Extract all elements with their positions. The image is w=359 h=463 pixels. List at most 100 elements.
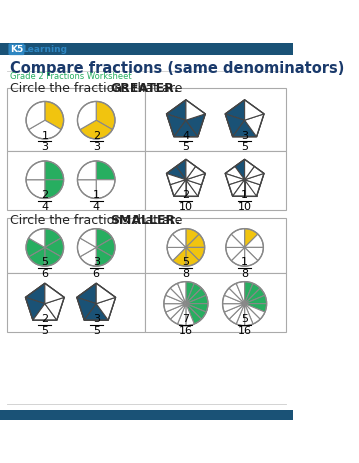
Wedge shape bbox=[177, 282, 186, 304]
Polygon shape bbox=[96, 297, 116, 320]
Text: 16: 16 bbox=[179, 325, 193, 336]
Text: 1: 1 bbox=[241, 257, 248, 267]
Wedge shape bbox=[164, 304, 186, 312]
Polygon shape bbox=[225, 174, 244, 185]
Polygon shape bbox=[77, 283, 96, 304]
Polygon shape bbox=[167, 159, 205, 196]
Polygon shape bbox=[244, 180, 257, 196]
Polygon shape bbox=[84, 304, 108, 320]
Wedge shape bbox=[80, 120, 112, 139]
Wedge shape bbox=[29, 120, 61, 139]
Text: 16: 16 bbox=[238, 325, 252, 336]
Wedge shape bbox=[186, 283, 201, 304]
Polygon shape bbox=[244, 114, 264, 137]
Wedge shape bbox=[165, 288, 186, 304]
Wedge shape bbox=[45, 247, 61, 266]
Polygon shape bbox=[233, 180, 244, 196]
Circle shape bbox=[78, 229, 115, 266]
Wedge shape bbox=[244, 288, 265, 304]
Circle shape bbox=[78, 101, 115, 139]
Wedge shape bbox=[78, 238, 96, 257]
Text: Reading and Math for K-5: Reading and Math for K-5 bbox=[10, 411, 98, 417]
Text: Circle the fractions that are: Circle the fractions that are bbox=[10, 82, 186, 95]
Polygon shape bbox=[233, 120, 257, 137]
Text: 7: 7 bbox=[182, 314, 190, 324]
Text: 5: 5 bbox=[41, 325, 48, 336]
FancyBboxPatch shape bbox=[0, 411, 293, 420]
Wedge shape bbox=[244, 247, 258, 266]
FancyBboxPatch shape bbox=[145, 274, 286, 332]
Polygon shape bbox=[186, 180, 198, 196]
Wedge shape bbox=[167, 234, 186, 247]
Wedge shape bbox=[244, 247, 264, 261]
Wedge shape bbox=[244, 304, 265, 319]
Wedge shape bbox=[167, 247, 186, 261]
Wedge shape bbox=[96, 247, 112, 266]
Polygon shape bbox=[170, 180, 186, 196]
Wedge shape bbox=[26, 161, 45, 180]
Text: 5: 5 bbox=[41, 257, 48, 267]
Text: 3: 3 bbox=[41, 142, 48, 152]
Wedge shape bbox=[170, 304, 186, 324]
Wedge shape bbox=[229, 304, 244, 324]
Polygon shape bbox=[244, 166, 264, 180]
Text: 10: 10 bbox=[179, 202, 193, 212]
Wedge shape bbox=[26, 238, 45, 257]
Polygon shape bbox=[244, 180, 260, 196]
Text: 3: 3 bbox=[93, 257, 100, 267]
Polygon shape bbox=[186, 100, 205, 120]
Circle shape bbox=[223, 282, 267, 325]
Polygon shape bbox=[225, 159, 264, 196]
Wedge shape bbox=[186, 304, 206, 319]
Wedge shape bbox=[224, 304, 244, 319]
Text: 4: 4 bbox=[182, 131, 190, 141]
Wedge shape bbox=[236, 304, 244, 325]
Wedge shape bbox=[186, 295, 208, 304]
Text: 2: 2 bbox=[41, 314, 48, 324]
Wedge shape bbox=[244, 282, 253, 304]
Polygon shape bbox=[186, 114, 205, 137]
Text: 5: 5 bbox=[182, 257, 190, 267]
Text: 4: 4 bbox=[41, 202, 48, 212]
Text: 6: 6 bbox=[41, 269, 48, 279]
Polygon shape bbox=[45, 297, 64, 320]
Text: 2: 2 bbox=[41, 190, 48, 200]
Text: 5: 5 bbox=[241, 314, 248, 324]
Text: 5: 5 bbox=[241, 142, 248, 152]
Wedge shape bbox=[170, 283, 186, 304]
Polygon shape bbox=[244, 174, 264, 185]
Text: Circle the fractions that are: Circle the fractions that are bbox=[10, 214, 186, 227]
Text: 8: 8 bbox=[241, 269, 248, 279]
Text: SMALLER.: SMALLER. bbox=[110, 214, 180, 227]
Polygon shape bbox=[186, 166, 205, 180]
Polygon shape bbox=[33, 304, 57, 320]
Wedge shape bbox=[45, 161, 64, 180]
Wedge shape bbox=[244, 283, 260, 304]
Polygon shape bbox=[186, 174, 205, 185]
Polygon shape bbox=[174, 180, 186, 196]
Polygon shape bbox=[225, 100, 244, 120]
Text: 6: 6 bbox=[93, 269, 100, 279]
Wedge shape bbox=[244, 304, 253, 325]
Text: Compare fractions (same denominators): Compare fractions (same denominators) bbox=[10, 62, 344, 76]
Wedge shape bbox=[45, 180, 64, 199]
Wedge shape bbox=[165, 304, 186, 319]
Wedge shape bbox=[186, 304, 208, 312]
Polygon shape bbox=[96, 283, 116, 304]
FancyBboxPatch shape bbox=[0, 43, 293, 55]
Polygon shape bbox=[45, 283, 64, 304]
Wedge shape bbox=[173, 229, 186, 247]
Wedge shape bbox=[96, 180, 115, 199]
Circle shape bbox=[226, 229, 264, 266]
Wedge shape bbox=[224, 288, 244, 304]
Wedge shape bbox=[236, 282, 244, 304]
Wedge shape bbox=[45, 238, 64, 257]
Text: 1: 1 bbox=[41, 131, 48, 141]
Wedge shape bbox=[244, 304, 260, 324]
Text: 2: 2 bbox=[93, 131, 100, 141]
Wedge shape bbox=[231, 229, 244, 247]
Polygon shape bbox=[186, 159, 196, 180]
Wedge shape bbox=[78, 101, 96, 130]
Text: 4: 4 bbox=[93, 202, 100, 212]
Wedge shape bbox=[173, 247, 186, 266]
